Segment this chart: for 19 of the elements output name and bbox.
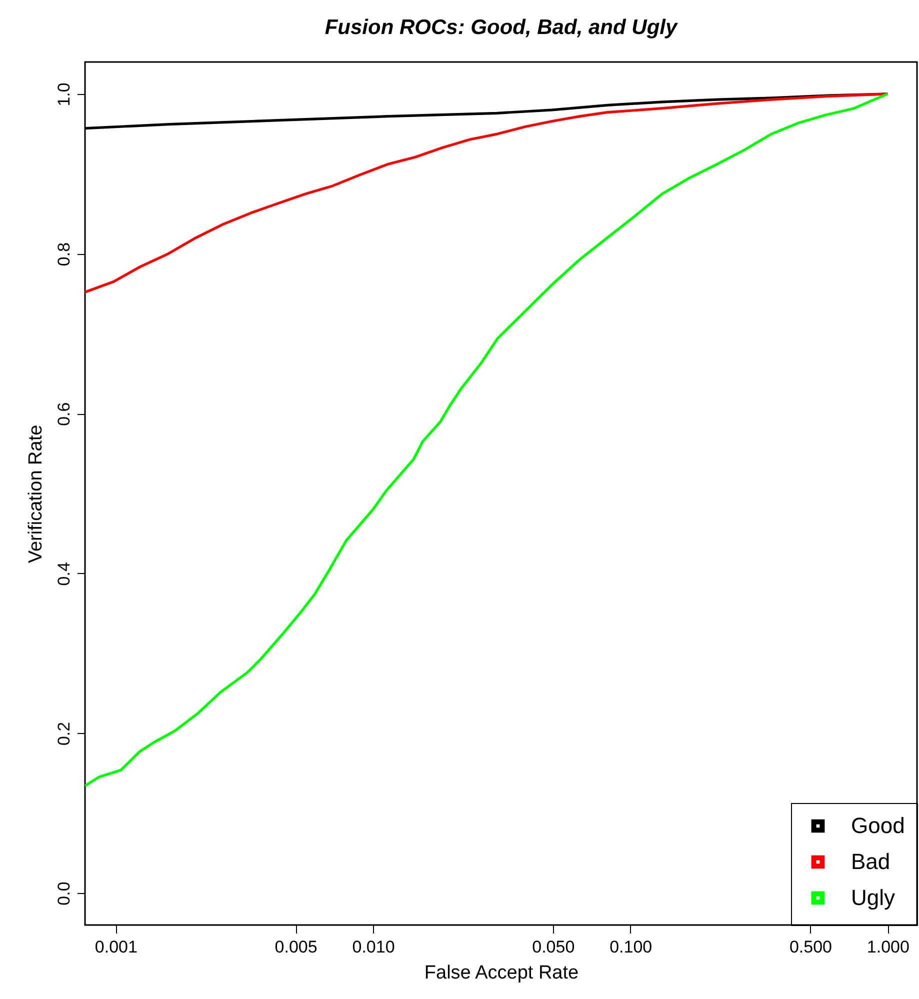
x-tick-label: 0.001 [94,938,138,956]
y-tick-label: 0.6 [54,402,74,426]
chart-title: Fusion ROCs: Good, Bad, and Ugly [324,16,678,39]
y-tick-label: 1.0 [54,82,74,106]
x-tick-label: 1.000 [866,938,910,956]
legend-label: Bad [851,849,890,874]
x-tick-label: 0.500 [789,938,832,956]
x-tick-label: 0.010 [352,938,395,956]
y-axis-title: Verification Rate [26,424,46,564]
y-tick-label: 0.4 [54,562,74,586]
legend-label: Good [851,813,905,838]
x-tick-label: 0.050 [532,938,575,956]
y-tick-label: 0.8 [54,242,74,266]
x-axis-title: False Accept Rate [424,962,579,984]
legend-label: Ugly [851,885,896,910]
x-tick-label: 0.005 [274,938,318,956]
y-tick-label: 0.0 [54,882,74,906]
x-tick-label: 0.100 [610,938,652,956]
y-tick-label: 0.2 [54,722,74,746]
